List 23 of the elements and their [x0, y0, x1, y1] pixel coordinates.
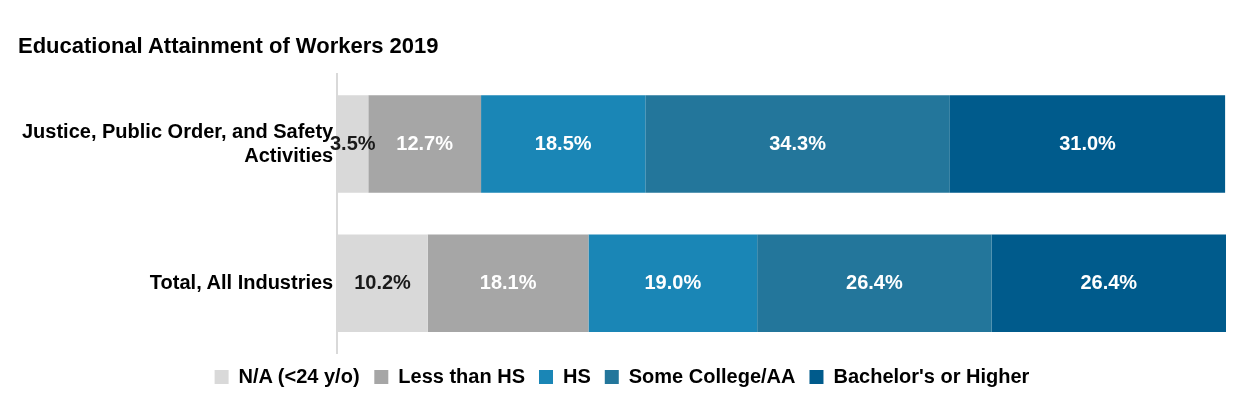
legend-label: Bachelor's or Higher: [833, 364, 1030, 387]
legend-label: Less than HS: [398, 364, 525, 387]
data-label: 19.0%: [644, 270, 702, 293]
data-label: 31.0%: [1059, 131, 1117, 154]
legend-label: N/A (<24 y/o): [238, 364, 360, 387]
bar: [481, 95, 646, 193]
bar: [427, 234, 589, 333]
legend-label: HS: [563, 364, 591, 387]
data-label: 18.5%: [534, 131, 592, 154]
data-label: 26.4%: [1080, 270, 1138, 293]
bar: [757, 234, 992, 333]
data-label: 26.4%: [846, 270, 903, 293]
bar: [645, 95, 950, 193]
bar: [949, 95, 1226, 193]
bar: [991, 234, 1226, 333]
data-label: 10.2%: [354, 270, 412, 293]
data-label: 18.1%: [479, 270, 537, 293]
bar: [588, 234, 758, 333]
data-label: 34.3%: [769, 131, 827, 154]
y-tick-label: Total, All Industries: [149, 270, 334, 293]
legend-label: Some College/AA: [628, 364, 796, 387]
chart-title: Educational Attainment of Workers 2019: [18, 33, 439, 59]
data-label: 12.7%: [396, 131, 454, 154]
